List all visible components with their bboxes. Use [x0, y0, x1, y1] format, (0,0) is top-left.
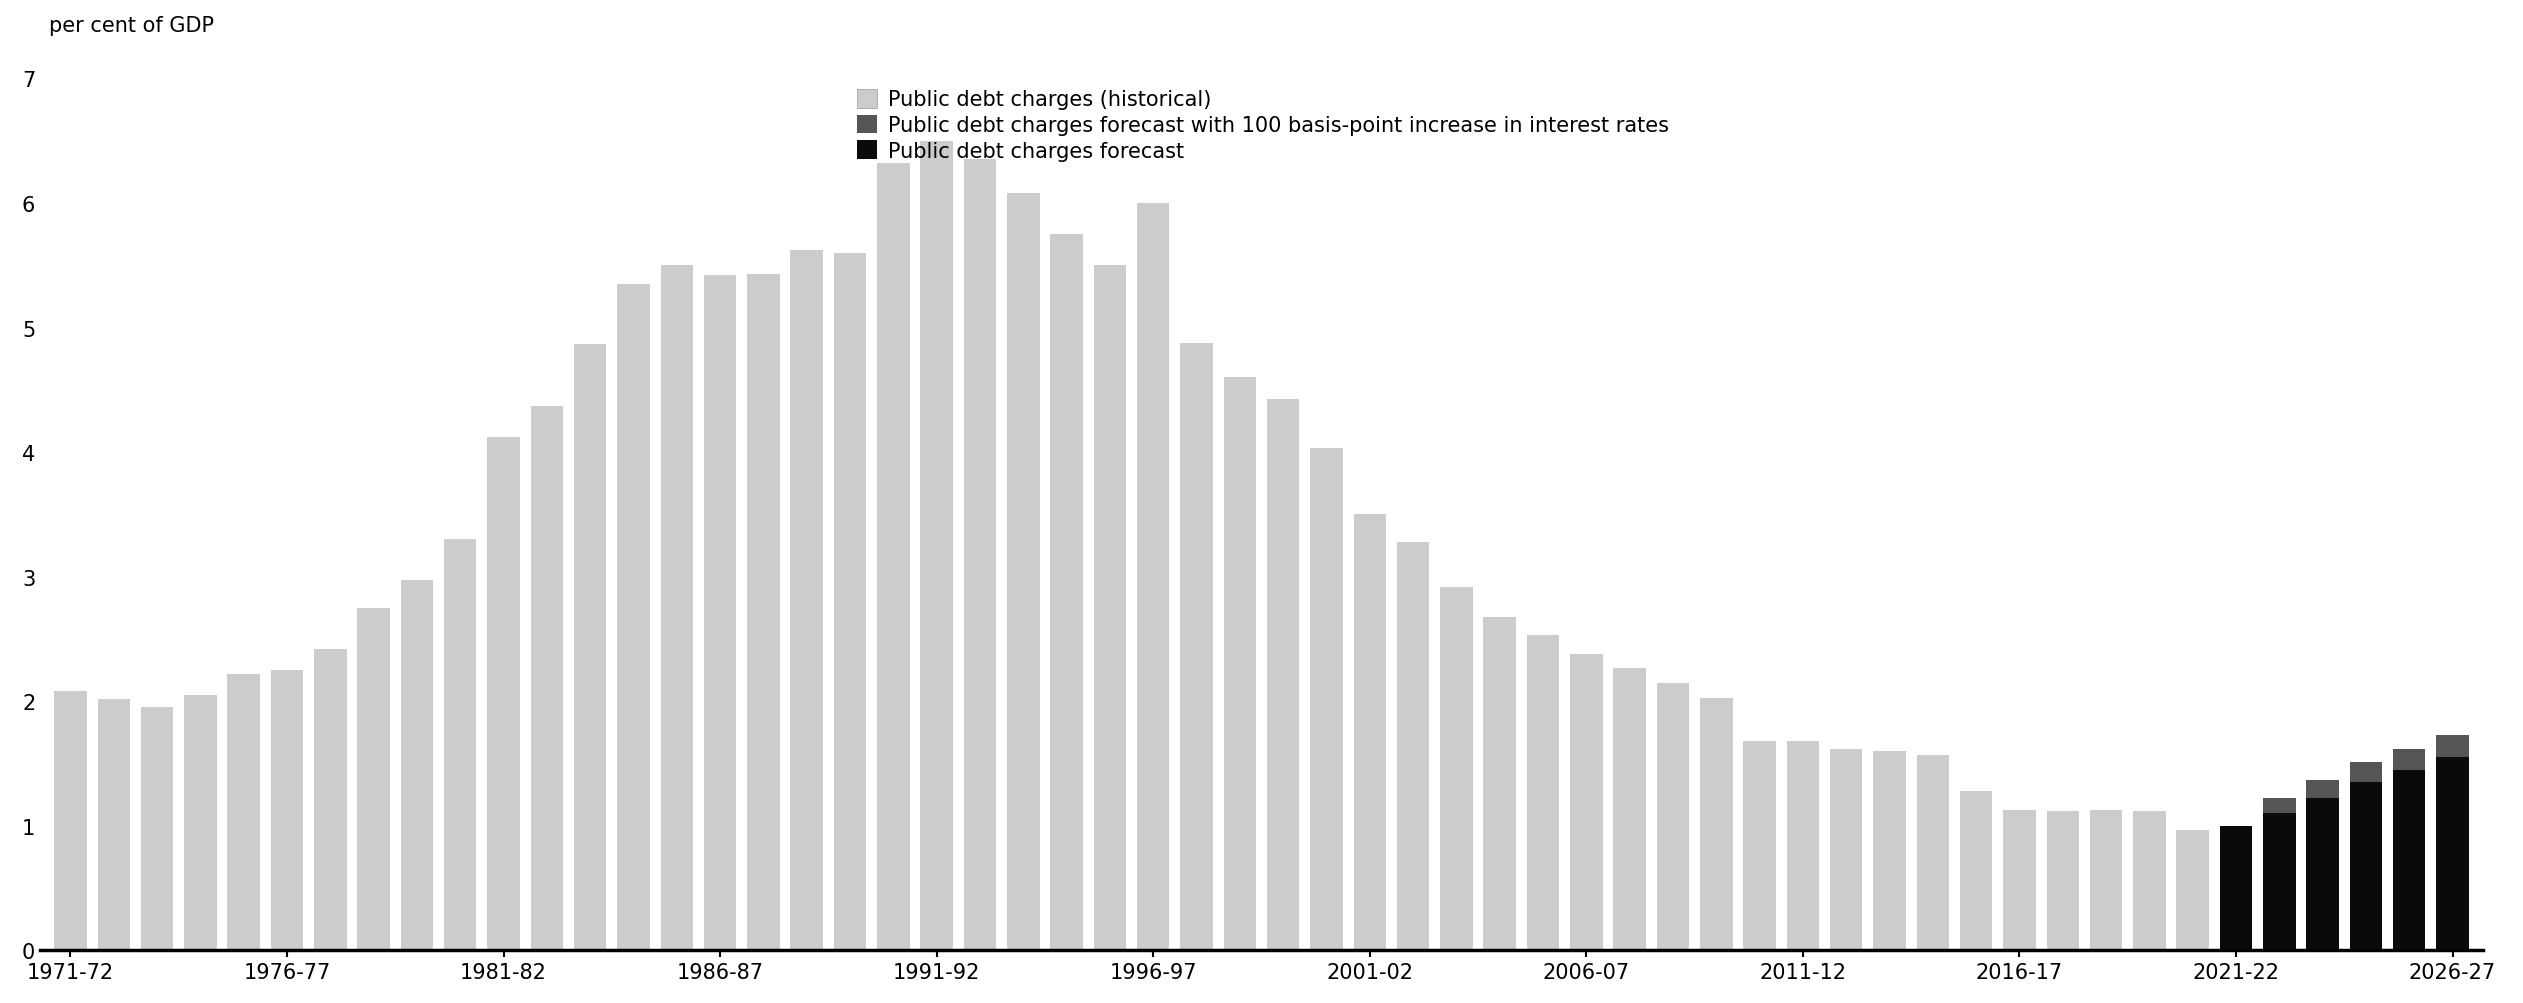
Bar	[2003, 809, 2036, 951]
Bar	[2437, 735, 2470, 757]
Bar	[747, 275, 780, 951]
Bar	[1872, 751, 1905, 951]
Legend: Public debt charges (historical), Public debt charges forecast with 100 basis-po: Public debt charges (historical), Public…	[858, 90, 1668, 161]
Bar	[53, 692, 86, 951]
Bar	[2437, 757, 2470, 951]
Bar	[1829, 749, 1862, 951]
Bar	[878, 164, 911, 951]
Bar	[227, 674, 260, 951]
Bar	[2177, 829, 2210, 951]
Bar	[2046, 811, 2079, 951]
Bar	[704, 276, 737, 951]
Bar	[1398, 543, 1431, 951]
Bar	[487, 437, 520, 951]
Bar	[964, 160, 997, 951]
Bar	[1526, 636, 1559, 951]
Bar	[1612, 668, 1645, 951]
Bar	[1658, 683, 1690, 951]
Bar	[1743, 741, 1776, 951]
Bar	[1484, 617, 1516, 951]
Bar	[1960, 791, 1993, 951]
Bar	[1786, 741, 1819, 951]
Bar	[2392, 749, 2425, 770]
Bar	[1352, 515, 1385, 951]
Bar	[921, 141, 954, 951]
Bar	[1267, 399, 1299, 951]
Bar	[2132, 811, 2165, 951]
Bar	[184, 695, 217, 951]
Bar	[2263, 798, 2296, 813]
Bar	[270, 670, 303, 951]
Bar	[1224, 378, 1256, 951]
Bar	[833, 254, 865, 951]
Bar	[313, 649, 346, 951]
Bar	[2306, 780, 2339, 798]
Bar	[2349, 762, 2382, 782]
Bar	[618, 285, 651, 951]
Bar	[1917, 755, 1950, 951]
Bar	[1181, 343, 1214, 951]
Bar	[2392, 770, 2425, 951]
Bar	[661, 266, 694, 951]
Bar	[1441, 587, 1473, 951]
Bar	[573, 344, 606, 951]
Bar	[1138, 204, 1171, 951]
Bar	[1309, 449, 1342, 951]
Bar	[1569, 654, 1602, 951]
Bar	[2089, 809, 2122, 951]
Bar	[2306, 798, 2339, 951]
Bar	[141, 708, 174, 951]
Bar	[444, 540, 477, 951]
Bar	[401, 581, 434, 951]
Bar	[2263, 813, 2296, 951]
Bar	[2220, 826, 2253, 951]
Bar	[98, 699, 131, 951]
Bar	[2349, 782, 2382, 951]
Bar	[1092, 266, 1125, 951]
Bar	[1050, 235, 1082, 951]
Text: per cent of GDP: per cent of GDP	[48, 16, 214, 36]
Bar	[1007, 194, 1039, 951]
Bar	[530, 406, 563, 951]
Bar	[790, 251, 822, 951]
Bar	[358, 608, 391, 951]
Bar	[1701, 698, 1733, 951]
